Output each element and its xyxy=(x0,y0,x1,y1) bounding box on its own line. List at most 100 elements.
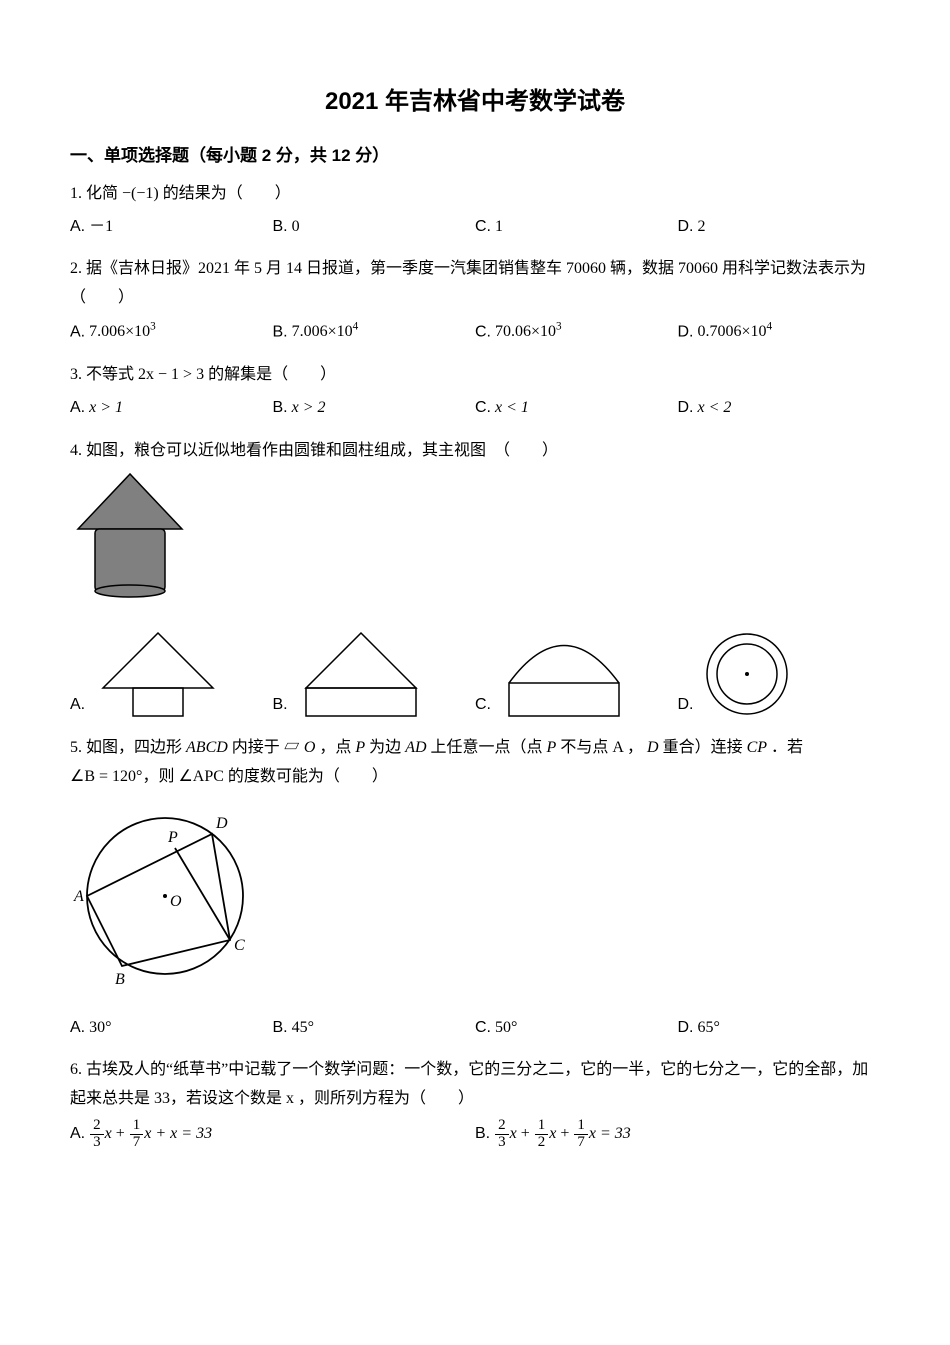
q4-stem: 4. 如图，粮仓可以近似地看作由圆锥和圆柱组成，其主视图 （ ） xyxy=(70,437,880,466)
q6-b-d1: 3 xyxy=(495,1135,509,1151)
q5-pvar: P xyxy=(355,739,365,756)
label-d: D. xyxy=(678,399,694,416)
q3-opt-d: D. x < 2 xyxy=(678,394,881,423)
q5-p6: 不与点 A ， xyxy=(556,739,647,756)
q1-expr: −(−1) xyxy=(122,185,159,202)
q1-suffix: 的结果为（ ） xyxy=(163,185,291,202)
q1-opt-c: C. 1 xyxy=(475,213,678,242)
label-c: C. xyxy=(475,691,491,720)
q1-d: 2 xyxy=(698,218,706,235)
q6-b-d3: 7 xyxy=(574,1135,588,1151)
q3-stem: 3. 不等式 2x − 1 > 3 的解集是（ ） xyxy=(70,361,880,390)
q5-p2: 内接于 ▱ xyxy=(228,739,304,756)
q5-o: O xyxy=(304,739,316,756)
q5-label-b: B xyxy=(115,971,125,988)
q6-b-n2: 1 xyxy=(535,1118,549,1135)
q6-options: A. 23x + 17x + x = 33 B. 23x + 12x + 17x… xyxy=(70,1118,880,1151)
label-a: A. xyxy=(70,399,85,416)
q1-opt-b: B. 0 xyxy=(273,213,476,242)
q5-abcd: ABCD xyxy=(186,739,228,756)
q4-opt-c: C. xyxy=(475,628,678,720)
label-b: B. xyxy=(273,691,288,720)
label-b: B. xyxy=(273,1019,288,1036)
q3-a: x > 1 xyxy=(89,399,123,416)
q6-stem: 6. 古埃及人的“纸草书”中记载了一个数学问题：一个数，它的三分之二，它的一半，… xyxy=(70,1056,880,1114)
q3-c: x < 1 xyxy=(495,399,529,416)
q5-opt-a: A. 30° xyxy=(70,1014,273,1043)
q4-opt-d: D. xyxy=(678,628,881,720)
q5-figure: A B C D P O xyxy=(70,798,880,1004)
q4-opt-a: A. xyxy=(70,628,273,720)
q5-stem: 5. 如图，四边形 ABCD 内接于 ▱ O ，点 P 为边 AD 上任意一点（… xyxy=(70,734,880,792)
q3-d: x < 2 xyxy=(698,399,732,416)
label-b: B. xyxy=(273,218,288,235)
q6-opt-b: B. 23x + 12x + 17x = 33 xyxy=(475,1118,880,1151)
q3-b: x > 2 xyxy=(292,399,326,416)
q2-d-exp: 4 xyxy=(767,321,773,333)
q6-a-d1: 3 xyxy=(90,1135,104,1151)
q6-b-rest: x = 33 xyxy=(589,1125,631,1142)
q2-stem: 2. 据《吉林日报》2021 年 5 月 14 日报道，第一季度一汽集团销售整车… xyxy=(70,255,880,313)
q5-d: D xyxy=(647,739,659,756)
q6-b-n3: 1 xyxy=(574,1118,588,1135)
q1-opt-a: A. －1 xyxy=(70,213,273,242)
q5-opt-d: D. 65° xyxy=(678,1014,881,1043)
q4-c-icon xyxy=(499,628,629,720)
q5-p8: ．若 xyxy=(767,739,803,756)
q5-cp: CP xyxy=(747,739,767,756)
q3-suffix: 的解集是（ ） xyxy=(208,366,336,383)
q2-a-mant: 7.006 xyxy=(89,323,125,340)
label-c: C. xyxy=(475,218,491,235)
q4-stem-figure xyxy=(70,469,880,620)
page-title: 2021 年吉林省中考数学试卷 xyxy=(70,80,880,123)
q6-b-d2: 2 xyxy=(535,1135,549,1151)
q5-b: 45° xyxy=(292,1019,314,1036)
q5-label-c: C xyxy=(234,937,245,954)
q1-prefix: 1. 化简 xyxy=(70,185,118,202)
granary-icon xyxy=(70,469,190,609)
q4-opt-b: B. xyxy=(273,628,476,720)
q5-p4: 为边 xyxy=(365,739,405,756)
q3-options: A. x > 1 B. x > 2 C. x < 1 D. x < 2 xyxy=(70,394,880,423)
label-c: C. xyxy=(475,399,491,416)
q1-opt-d: D. 2 xyxy=(678,213,881,242)
q5-ad: AD xyxy=(405,739,426,756)
q5-pvar2: P xyxy=(547,739,557,756)
q5-opt-c: C. 50° xyxy=(475,1014,678,1043)
q5-label-d: D xyxy=(215,815,228,832)
q5-label-o: O xyxy=(170,893,182,910)
q5-mid: ，则 xyxy=(142,768,178,785)
q1-stem: 1. 化简 −(−1) 的结果为（ ） xyxy=(70,180,880,209)
q4-b-icon xyxy=(296,628,426,720)
q3-opt-a: A. x > 1 xyxy=(70,394,273,423)
q2-c-mant: 70.06 xyxy=(495,323,531,340)
label-b: B. xyxy=(273,399,288,416)
label-d: D. xyxy=(678,218,694,235)
q3-opt-b: B. x > 2 xyxy=(273,394,476,423)
q2-b-exp: 4 xyxy=(353,321,359,333)
label-a: A. xyxy=(70,1019,85,1036)
q5-a: 30° xyxy=(89,1019,111,1036)
q6-a-rest: x + x = 33 xyxy=(144,1125,212,1142)
q5-opt-b: B. 45° xyxy=(273,1014,476,1043)
circle-quadrilateral-icon: A B C D P O xyxy=(70,798,260,993)
q5-label-p: P xyxy=(167,829,178,846)
q2-opt-a: A. 7.006×103 xyxy=(70,317,273,347)
q5-suffix: 的度数可能为（ ） xyxy=(224,768,388,785)
q2-c-exp: 3 xyxy=(556,321,562,333)
q6-b-n1: 2 xyxy=(495,1118,509,1135)
q6-opt-a: A. 23x + 17x + x = 33 xyxy=(70,1118,475,1151)
q5-label-a: A xyxy=(73,888,84,905)
q5-p7: 重合）连接 xyxy=(659,739,747,756)
q3-opt-c: C. x < 1 xyxy=(475,394,678,423)
q2-opt-b: B. 7.006×104 xyxy=(273,317,476,347)
q2-d-mant: 0.7006 xyxy=(698,323,742,340)
label-d: D. xyxy=(678,691,694,720)
q5-p5: 上任意一点（点 xyxy=(427,739,547,756)
q6-a-n1: 2 xyxy=(90,1118,104,1135)
label-b: B. xyxy=(475,1125,490,1142)
q4-d-icon xyxy=(702,628,792,720)
label-a: A. xyxy=(70,218,85,235)
q4-a-icon xyxy=(93,628,223,720)
q6-a-d2: 7 xyxy=(130,1135,144,1151)
